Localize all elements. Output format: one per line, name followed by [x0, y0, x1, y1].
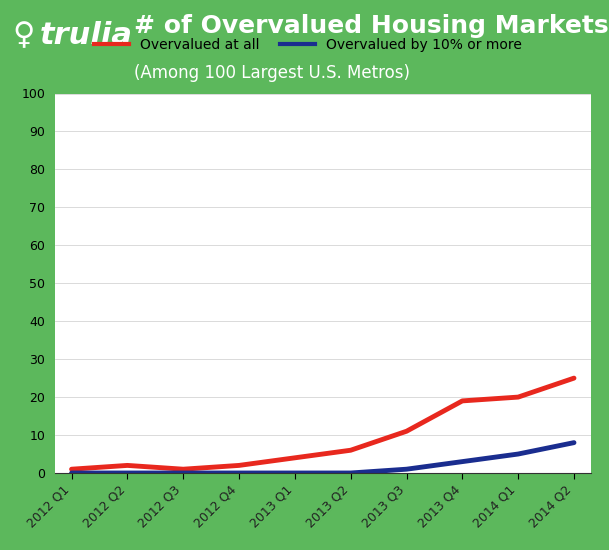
Text: trulia: trulia	[40, 21, 133, 50]
Text: ♀: ♀	[12, 21, 35, 50]
Legend: Overvalued at all, Overvalued by 10% or more: Overvalued at all, Overvalued by 10% or …	[88, 32, 527, 57]
Text: # of Overvalued Housing Markets: # of Overvalued Housing Markets	[134, 14, 608, 38]
Text: (Among 100 Largest U.S. Metros): (Among 100 Largest U.S. Metros)	[134, 64, 410, 82]
